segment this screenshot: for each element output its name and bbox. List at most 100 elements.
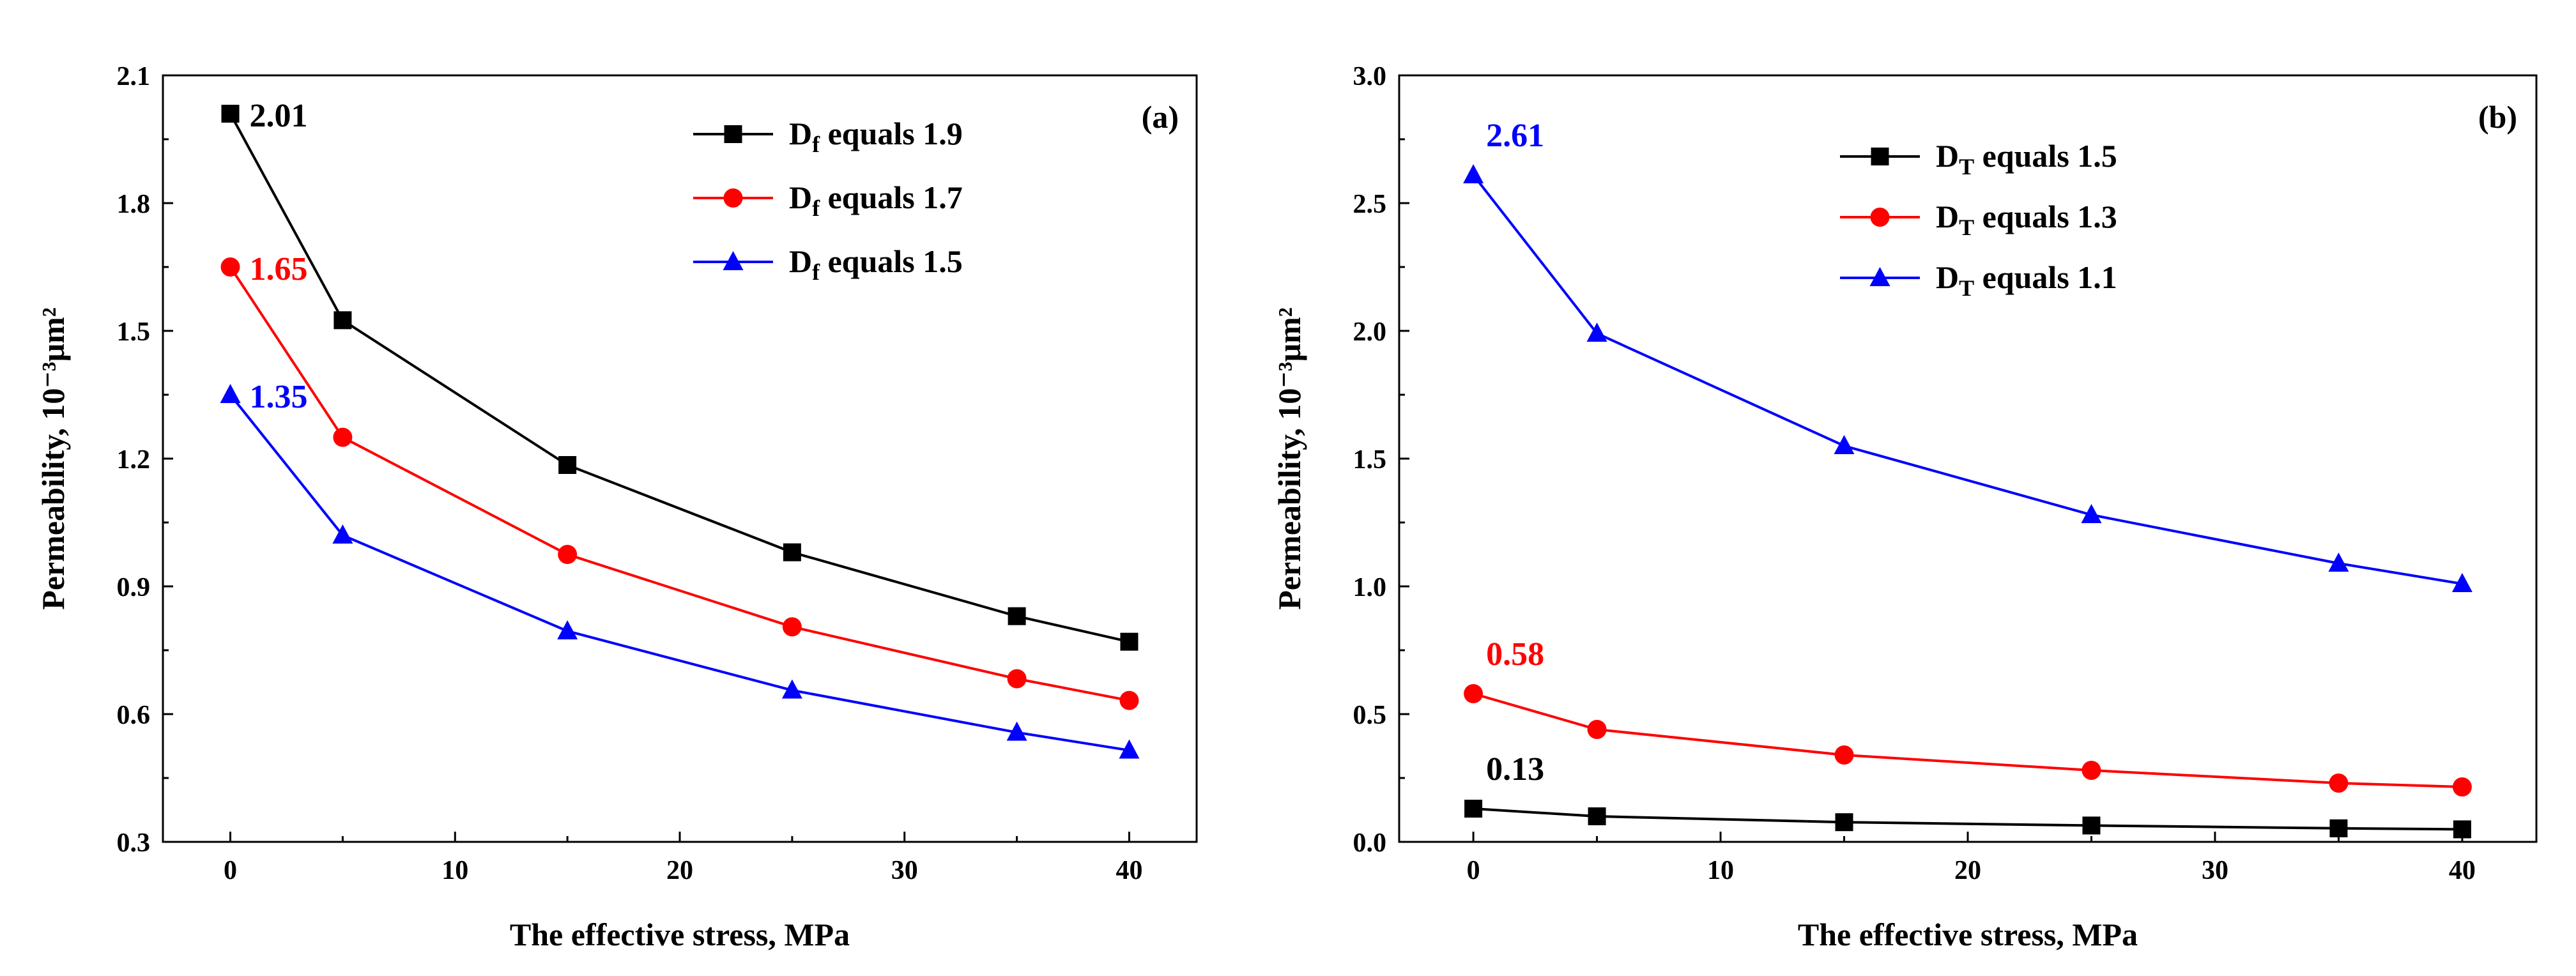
x-axis: 0 10 20 30 40 <box>1467 832 2476 885</box>
svg-text:Df equals 1.5: Df equals 1.5 <box>789 243 963 285</box>
plot-frame <box>1398 74 2538 843</box>
y-tick-label: 2.5 <box>1353 190 1387 219</box>
legend-marker <box>1870 208 1890 227</box>
legend-item: DT equals 1.3 <box>1840 199 2117 240</box>
y-axis: 0.3 0.6 0.9 1.2 1.5 1.8 2.1 <box>117 62 173 858</box>
value-annotation: 1.65 <box>250 251 308 287</box>
data-point <box>332 524 353 544</box>
annotation-layer: 2.01 1.65 1.35 <box>250 98 308 415</box>
legend-item: DT equals 1.1 <box>1840 259 2117 301</box>
data-point <box>333 427 353 447</box>
data-point <box>1464 684 1483 703</box>
data-point <box>1119 690 1139 710</box>
series-line <box>1472 174 2463 585</box>
data-point <box>2082 816 2101 835</box>
svg-text:Df equals 1.7: Df equals 1.7 <box>789 179 963 221</box>
panel-label: (a) <box>1142 99 1179 135</box>
data-point <box>782 617 802 637</box>
y-tick-label: 1.2 <box>117 445 151 475</box>
x-axis-title: The effective stress, MPa <box>1798 917 2138 952</box>
y-tick-label: 0.5 <box>1353 701 1387 730</box>
series-square <box>1464 800 2471 839</box>
data-point <box>1588 807 1606 825</box>
data-point <box>2329 819 2348 837</box>
series-triangle <box>1463 164 2472 592</box>
data-point <box>558 545 578 564</box>
legend-marker <box>723 251 744 270</box>
series-square <box>221 105 1138 651</box>
series-line <box>1473 692 2462 788</box>
x-tick-label: 20 <box>666 856 693 885</box>
panel-b-chart: 0 10 20 30 40 0.0 0.5 1.0 1.5 2.0 2.5 3.0 2.61 0.58… <box>1271 62 2538 952</box>
svg-text:DT equals 1.3: DT equals 1.3 <box>1936 199 2117 240</box>
panel-label: (b) <box>2478 99 2517 135</box>
y-tick-label: 1.5 <box>1353 445 1387 475</box>
y-axis-title: Permeability, 10⁻³μm² <box>35 307 71 610</box>
data-point <box>2328 553 2349 572</box>
y-tick-label: 1.0 <box>1353 573 1387 602</box>
data-point <box>557 620 578 639</box>
data-point <box>1587 720 1607 739</box>
value-annotation: 2.01 <box>250 98 308 134</box>
y-axis-title: Permeability, 10⁻³μm² <box>1271 307 1307 610</box>
svg-text:Df equals 1.9: Df equals 1.9 <box>789 116 963 157</box>
y-tick-label: 0.3 <box>117 828 151 858</box>
data-point <box>334 311 352 330</box>
legend-marker <box>724 125 742 143</box>
value-annotation: 0.58 <box>1486 636 1544 673</box>
x-tick-label: 30 <box>891 856 918 885</box>
x-tick-label: 10 <box>441 856 468 885</box>
data-point <box>220 257 240 277</box>
series-layer <box>220 105 1140 759</box>
series-line <box>229 113 1130 643</box>
x-tick-label: 0 <box>1467 856 1480 885</box>
data-point <box>221 105 240 123</box>
data-point <box>783 543 801 561</box>
plot-frame <box>162 74 1198 843</box>
x-tick-label: 40 <box>1116 856 1142 885</box>
legend-item: DT equals 1.5 <box>1840 138 2117 179</box>
data-point <box>2329 774 2349 793</box>
data-point <box>781 679 802 699</box>
data-point <box>1119 739 1140 759</box>
y-tick-label: 2.0 <box>1353 317 1387 347</box>
y-axis: 0.0 0.5 1.0 1.5 2.0 2.5 3.0 <box>1353 62 1409 858</box>
x-axis: 0 10 20 30 40 <box>224 832 1142 885</box>
legend: Df equals 1.9 Df equals 1.7 Df equals 1.… <box>693 116 963 285</box>
svg-text:DT equals 1.5: DT equals 1.5 <box>1936 138 2117 179</box>
data-point <box>1007 669 1027 689</box>
y-tick-label: 1.8 <box>117 190 151 219</box>
legend-item: Df equals 1.5 <box>693 243 963 285</box>
value-annotation: 1.35 <box>250 379 308 415</box>
legend: DT equals 1.5 DT equals 1.3 DT equals 1.… <box>1840 138 2117 301</box>
data-point <box>1834 745 1854 765</box>
data-point <box>2452 777 2472 797</box>
data-point <box>1120 632 1138 651</box>
y-tick-label: 0.6 <box>117 701 151 730</box>
data-point <box>2451 573 2472 592</box>
legend-marker <box>1869 267 1890 286</box>
y-tick-label: 2.1 <box>117 62 151 91</box>
panel-a-chart: 0 10 20 30 40 0.3 0.6 0.9 1.2 1.5 1.8 2.1 2.01 1.65… <box>35 62 1198 952</box>
legend-item: Df equals 1.9 <box>693 116 963 157</box>
value-annotation: 2.61 <box>1486 118 1544 154</box>
series-line <box>229 266 1130 702</box>
x-axis-title: The effective stress, MPa <box>510 917 850 952</box>
data-point <box>1008 607 1026 625</box>
annotation-layer: 2.61 0.58 0.13 <box>1486 118 1544 788</box>
data-point <box>1006 721 1027 741</box>
series-line <box>1473 807 2462 831</box>
data-point <box>2082 761 2101 780</box>
series-circle <box>220 257 1139 710</box>
x-tick-label: 10 <box>1707 856 1734 885</box>
legend-marker <box>1871 148 1889 165</box>
data-point <box>1834 435 1855 454</box>
y-tick-label: 0.0 <box>1353 828 1387 858</box>
data-point <box>558 456 577 474</box>
data-point <box>2081 504 2102 523</box>
data-point <box>1835 813 1853 832</box>
series-layer <box>1463 164 2472 839</box>
data-point <box>1463 164 1484 183</box>
data-point <box>2453 820 2471 839</box>
value-annotation: 0.13 <box>1486 751 1544 788</box>
